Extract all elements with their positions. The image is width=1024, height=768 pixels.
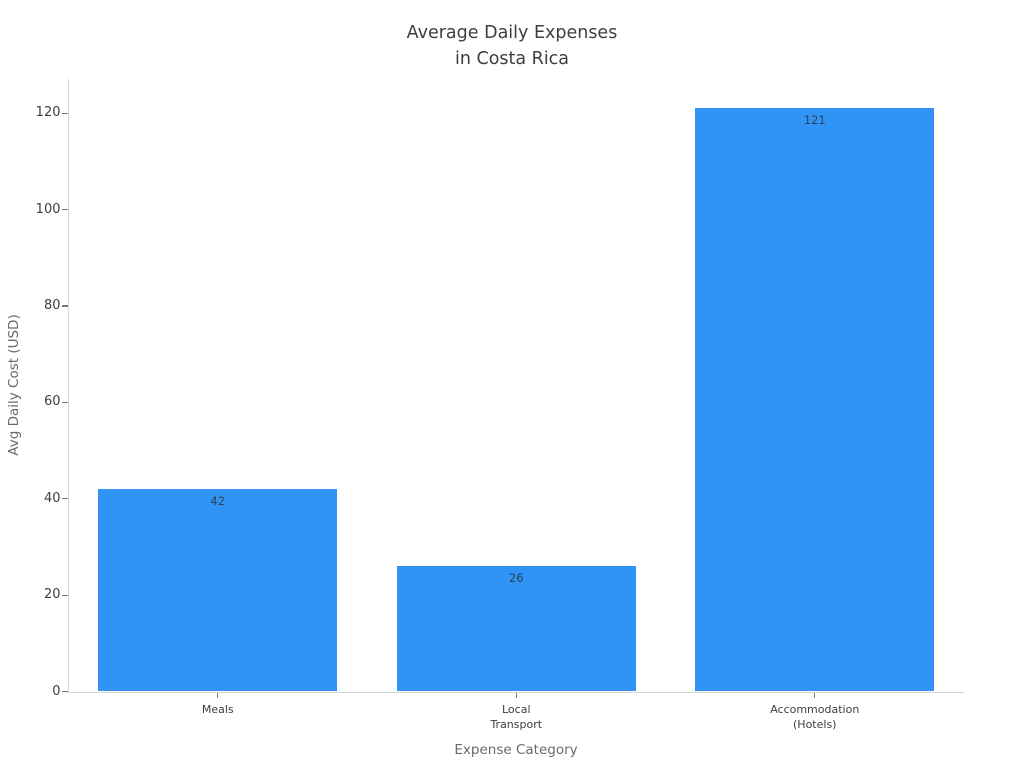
bar: [695, 108, 935, 692]
y-tick-label: 80: [43, 297, 61, 313]
chart-title: Average Daily Expenses in Costa Rica: [406, 23, 618, 69]
bar: [98, 489, 338, 692]
y-axis-title: Avg Daily Cost (USD): [6, 314, 22, 456]
plot-area: 0 20 40 60 80 100 120 42 Meals 26 Local Transport 1…: [36, 79, 964, 731]
y-tick-label: 40: [43, 490, 61, 506]
x-tick-mark: [217, 692, 219, 698]
y-tick-label: 120: [35, 105, 61, 121]
y-tick-mark: [61, 208, 68, 211]
y-tick-mark: [61, 401, 68, 403]
bar-value-label: 26: [508, 571, 524, 586]
y-tick-label: 100: [35, 201, 61, 217]
x-tick-label: Meals: [201, 702, 234, 716]
x-axis-line: [67, 691, 964, 693]
bar: [396, 566, 636, 692]
y-axis-line: [67, 79, 69, 692]
y-tick-label: 0: [52, 683, 61, 699]
y-tick-label: 20: [43, 587, 61, 603]
y-tick-mark: [61, 594, 68, 596]
bar-value-label: 121: [803, 113, 826, 128]
y-tick-label: 60: [43, 394, 61, 410]
x-tick-mark: [515, 692, 517, 698]
x-tick-label: Accommodation (Hotels): [770, 702, 860, 732]
x-axis-title: Expense Category: [454, 742, 578, 758]
x-tick-label: Local Transport: [490, 702, 543, 732]
y-tick-mark: [61, 112, 68, 114]
x-tick-mark: [814, 692, 816, 698]
y-tick-mark: [61, 498, 68, 500]
y-tick-mark: [61, 690, 68, 693]
y-tick-mark: [61, 305, 68, 307]
bar-value-label: 42: [210, 494, 226, 509]
